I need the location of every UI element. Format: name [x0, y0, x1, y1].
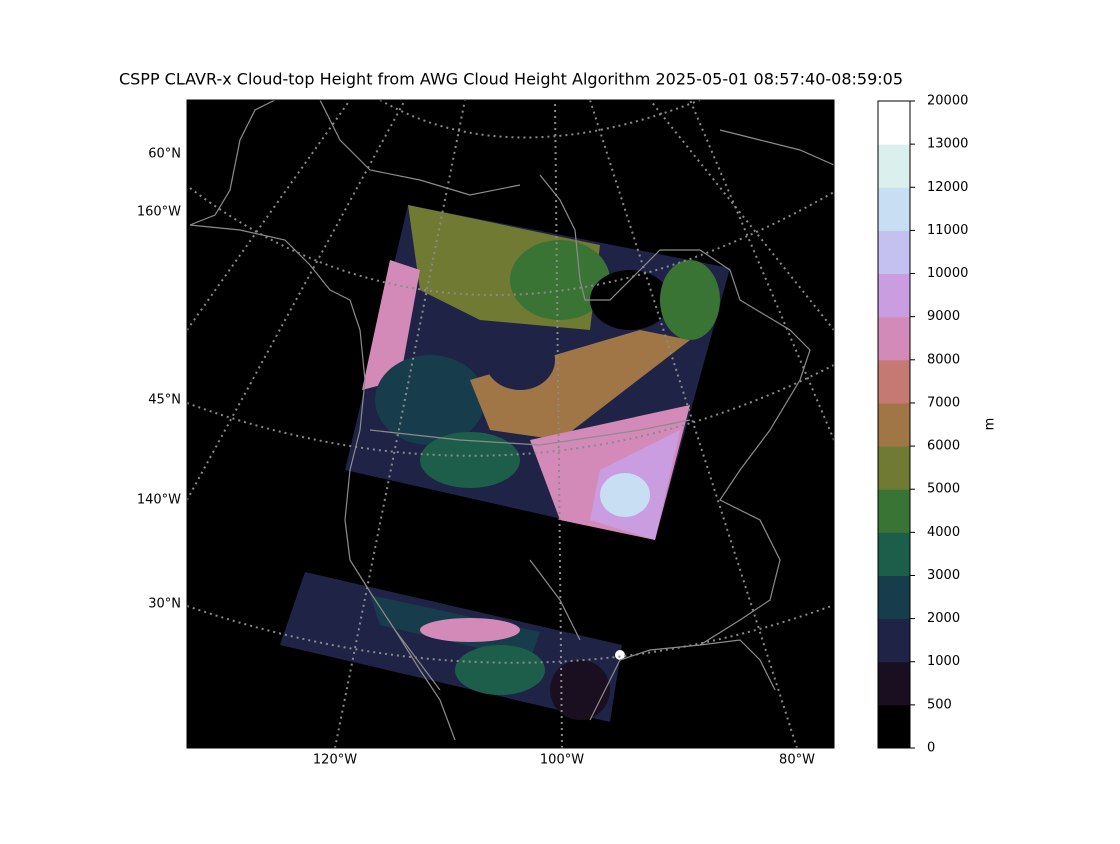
- colorbar-frame: [877, 100, 911, 749]
- lat-label: 60°N: [148, 147, 181, 162]
- colorbar-segment: [878, 144, 910, 188]
- lat-label: 30°N: [148, 597, 181, 612]
- colorbar-tick-label: 4000: [927, 525, 960, 540]
- colorbar-segment: [878, 316, 910, 361]
- lon-labels: 120°W 100°W 80°W: [313, 753, 815, 768]
- lon-label: 80°W: [779, 753, 815, 768]
- colorbar-tick-label: 500: [927, 697, 952, 712]
- colorbar-tick-label: 11000: [927, 223, 968, 238]
- colorbar-label: m: [983, 418, 998, 431]
- colorbar-segment: [878, 101, 910, 145]
- colorbar-tick-label: 8000: [927, 352, 960, 367]
- colorbar-tick-label: 20000: [927, 94, 968, 109]
- colorbar-segment: [878, 273, 910, 318]
- cloud-swath-north: [345, 205, 730, 540]
- colorbar-segment: [878, 446, 910, 490]
- colorbar-tick-label: 7000: [927, 395, 960, 410]
- lat-label: 45°N: [148, 393, 181, 408]
- lon-label: 100°W: [540, 753, 584, 768]
- colorbar-segment: [878, 187, 910, 231]
- colorbar-segment: [878, 704, 910, 749]
- title: CSPP CLAVR-x Cloud-top Height from AWG C…: [119, 70, 903, 89]
- cloud-swath-south: [280, 572, 625, 722]
- colorbar-segment: [878, 618, 910, 663]
- map-frame: [186, 99, 835, 749]
- colorbar-segment: [878, 661, 910, 706]
- colorbar-segment: [878, 230, 910, 275]
- map: [186, 99, 835, 749]
- coastlines: [189, 100, 834, 741]
- colorbar-segment: [878, 489, 910, 533]
- colorbar-segment: [878, 359, 910, 404]
- colorbar-segment: [878, 532, 910, 576]
- colorbar-tick-label: 2000: [927, 611, 960, 626]
- colorbar-segment: [878, 575, 910, 620]
- lat-label: 160°W: [137, 205, 181, 220]
- lon-label: 120°W: [313, 753, 357, 768]
- colorbar-segment: [878, 402, 910, 447]
- colorbar-tick-label: 12000: [927, 180, 968, 195]
- colorbar-tick-label: 13000: [927, 137, 968, 152]
- colorbar: 0 500 1000 2000 3000 4000 5000 6000 7000 8000 9000…: [877, 94, 968, 756]
- lat-label: 140°W: [137, 493, 181, 508]
- colorbar-tick-label: 1000: [927, 654, 960, 669]
- colorbar-tick-label: 3000: [927, 568, 960, 583]
- colorbar-tick-label: 6000: [927, 439, 960, 454]
- colorbar-tick-label: 10000: [927, 266, 968, 281]
- lat-labels: 60°N 160°W 45°N 140°W 30°N: [137, 147, 181, 612]
- colorbar-tick-label: 0: [927, 741, 935, 756]
- colorbar-tick-label: 5000: [927, 482, 960, 497]
- colorbar-tick-label: 9000: [927, 309, 960, 324]
- graticule: [187, 100, 834, 748]
